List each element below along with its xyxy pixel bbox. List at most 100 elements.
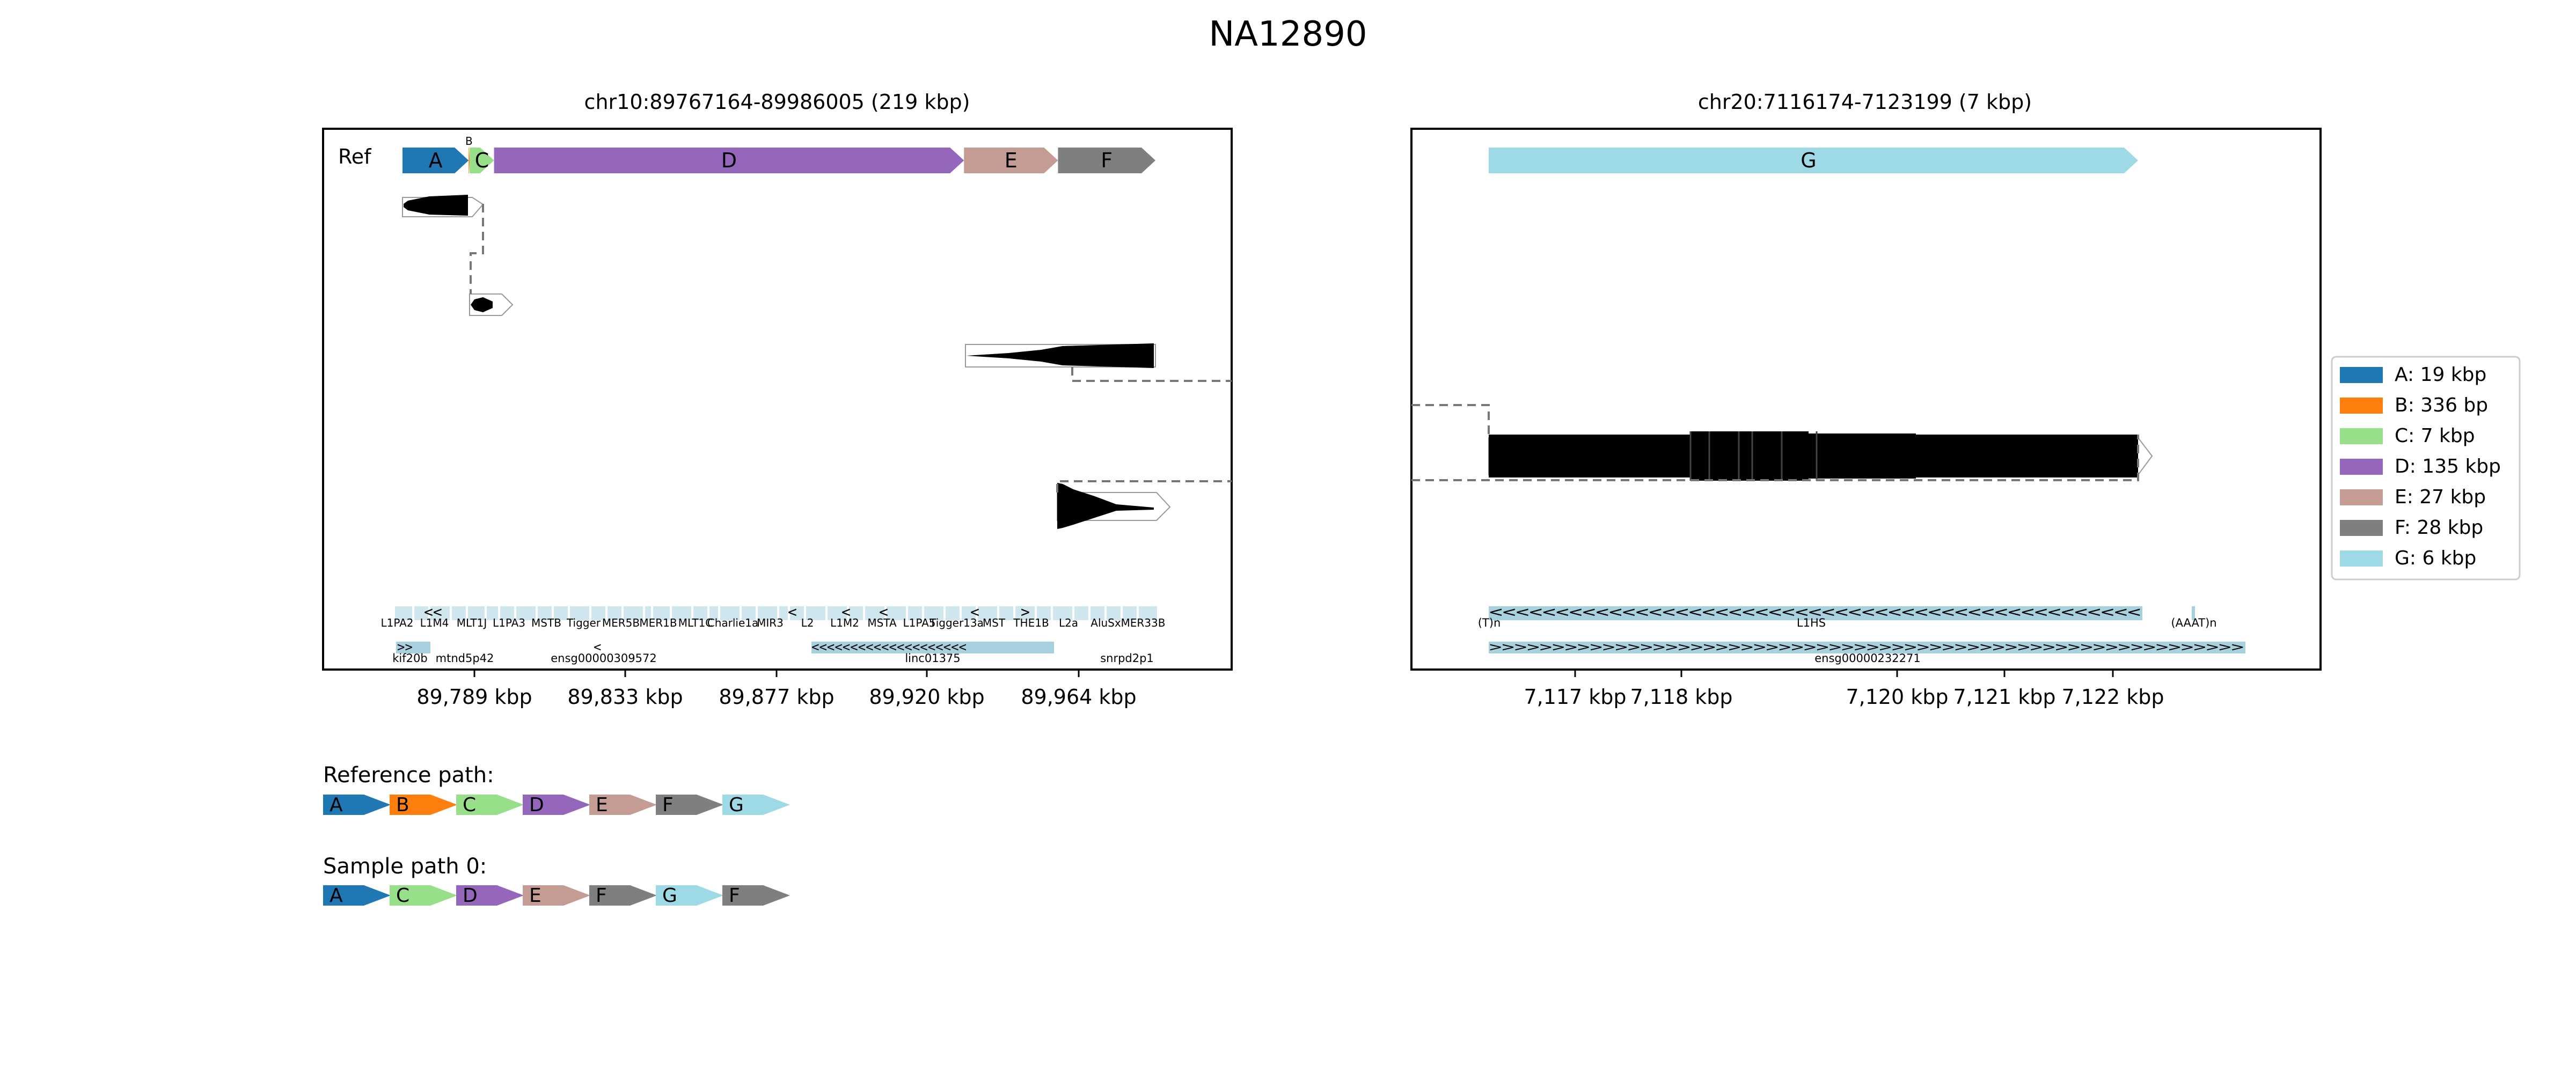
segment-a: A [402, 148, 469, 173]
svg-text:<: < [879, 603, 888, 621]
repeat-label: MLT1C [678, 616, 713, 629]
path-segment-label: F [596, 885, 607, 907]
figure-title: NA12890 [1209, 14, 1367, 54]
path-segment-a: A [323, 885, 391, 907]
left-x-tick-label: 89,789 kbp [416, 685, 532, 709]
repeat-label: MLT1J [457, 616, 487, 629]
reference-path-label: Reference path: [323, 763, 494, 788]
repeat-label: MER1B [639, 616, 677, 629]
path-segment-label: B [396, 794, 409, 816]
right-reference-track: G [1489, 148, 2138, 173]
legend-item-a: A: 19 kbp [2340, 364, 2486, 386]
sample-path-label: Sample path 0: [323, 854, 487, 879]
repeat-label: L1PA3 [493, 616, 525, 629]
segment-label: E [1005, 149, 1018, 172]
repeat-label: MER5B [602, 616, 640, 629]
legend-swatch [2340, 398, 2383, 414]
legend-item-g: G: 6 kbp [2340, 547, 2476, 569]
alignment-block-ef [965, 343, 1156, 368]
repeat-label: L2 [801, 616, 814, 629]
legend-label: E: 27 kbp [2395, 486, 2486, 508]
repeat-label: (AAAT)n [2171, 616, 2216, 629]
repeat-label: (T)n [1478, 616, 1501, 629]
segment-label: F [1101, 149, 1113, 172]
repeat-label: L1M2 [830, 616, 859, 629]
left-x-tick-label: 89,920 kbp [869, 685, 984, 709]
repeat-label: L2a [1059, 616, 1078, 629]
right-x-tick-label: 7,118 kbp [1630, 685, 1732, 709]
svg-text:<: < [594, 640, 601, 655]
left-x-tick-label: 89,833 kbp [567, 685, 683, 709]
legend-swatch [2340, 520, 2383, 536]
repeat-label: THE1B [1013, 616, 1049, 629]
path-segment-f: F [589, 885, 657, 907]
left-x-tick-label: 89,964 kbp [1021, 685, 1136, 709]
path-segment-label: E [529, 885, 541, 907]
alignment-block-c [469, 293, 514, 316]
path-segment-a: A [323, 794, 391, 816]
path-segment-d: D [456, 885, 524, 907]
repeat-label: Charlie1a [707, 616, 759, 629]
repeat-label: MIR3 [757, 616, 784, 629]
legend-item-b: B: 336 bp [2340, 394, 2488, 416]
legend-label: G: 6 kbp [2395, 547, 2476, 569]
path-segment-label: G [662, 885, 677, 907]
repeat-label: L1HS [1797, 616, 1826, 629]
path-connector [1411, 404, 1490, 436]
sample-path-section: Sample path 0: A C D E F G F [323, 854, 790, 907]
path-connector [1056, 480, 1232, 493]
gene-label: mtnd5p42 [436, 652, 494, 665]
path-segment-d: D [523, 794, 590, 816]
repeat-label: MER33B [1121, 616, 1166, 629]
legend-item-d: D: 135 kbp [2340, 455, 2501, 477]
svg-text:>>: >> [397, 640, 413, 655]
segment-label: G [1801, 149, 1816, 172]
gene-label: ensg00000309572 [551, 652, 656, 665]
legend-swatch [2340, 550, 2383, 567]
segment-d: D [494, 148, 964, 173]
right-panel-title: chr20:7116174-7123199 (7 kbp) [1698, 90, 2032, 114]
repeat-label: L1PA5 [903, 616, 935, 629]
path-segment-label: A [330, 794, 343, 816]
legend-label: A: 19 kbp [2395, 364, 2486, 386]
left-panel: chr10:89767164-89986005 (219 kbp) Ref A C… [322, 90, 1233, 671]
right-gene-track: >>>>>>>>>>>>>>>>>>>>>>>>>>>>>>>>>>>>>>>>… [1489, 640, 2245, 655]
path-connector [470, 204, 484, 294]
legend-label: D: 135 kbp [2395, 455, 2501, 477]
repeat-stripes [412, 606, 1139, 620]
segment-f: F [1058, 148, 1155, 173]
svg-text:<: < [788, 603, 797, 621]
path-segment-c: C [456, 794, 524, 816]
legend-label: F: 28 kbp [2395, 517, 2483, 539]
repeat-label: L1PA2 [380, 616, 413, 629]
path-connector [1071, 367, 1232, 382]
legend-label: C: 7 kbp [2395, 425, 2475, 447]
right-x-tick-label: 7,117 kbp [1524, 685, 1626, 709]
gene-label: ensg00000232271 [1814, 652, 1920, 665]
right-x-tick-label: 7,122 kbp [2061, 685, 2164, 709]
ref-label: Ref [338, 145, 372, 168]
segment-g: G [1489, 148, 2138, 173]
path-segment-g: G [722, 794, 790, 816]
legend-item-e: E: 27 kbp [2340, 486, 2486, 508]
alignment-block-g [1488, 431, 2153, 481]
svg-text:<: < [970, 603, 979, 621]
right-panel: chr20:7116174-7123199 (7 kbp) G <<<<<<<<… [1410, 90, 2322, 671]
segment-legend: A: 19 kbp B: 336 bp C: 7 kbp D: 135 kbp E: 2… [2331, 356, 2521, 580]
path-segment-label: C [396, 885, 409, 907]
left-gene-track: >> < <<<<<<<<<<<<<<<<<<<< [396, 640, 1054, 655]
reference-path-chain: A B C D E F G [323, 794, 790, 816]
path-segment-e: E [523, 885, 590, 907]
path-segment-c: C [390, 885, 457, 907]
path-segment-label: F [729, 885, 740, 907]
path-segment-g: G [656, 885, 723, 907]
gene-label: snrpd2p1 [1100, 652, 1154, 665]
svg-text:>>>>>>>>>>>>>>>>>>>>>>>>>>>>>>: >>>>>>>>>>>>>>>>>>>>>>>>>>>>>>>>>>>>>>>>… [1489, 640, 2244, 655]
legend-swatch [2340, 428, 2383, 444]
segment-c: C [470, 148, 494, 173]
path-segment-label: D [463, 885, 478, 907]
repeat-label: MST [983, 616, 1006, 629]
svg-text:<<<<<<<<<<<<<<<<<<<<<<<<<<<<<<: <<<<<<<<<<<<<<<<<<<<<<<<<<<<<<<<<<<<<<<<… [1489, 603, 2141, 621]
